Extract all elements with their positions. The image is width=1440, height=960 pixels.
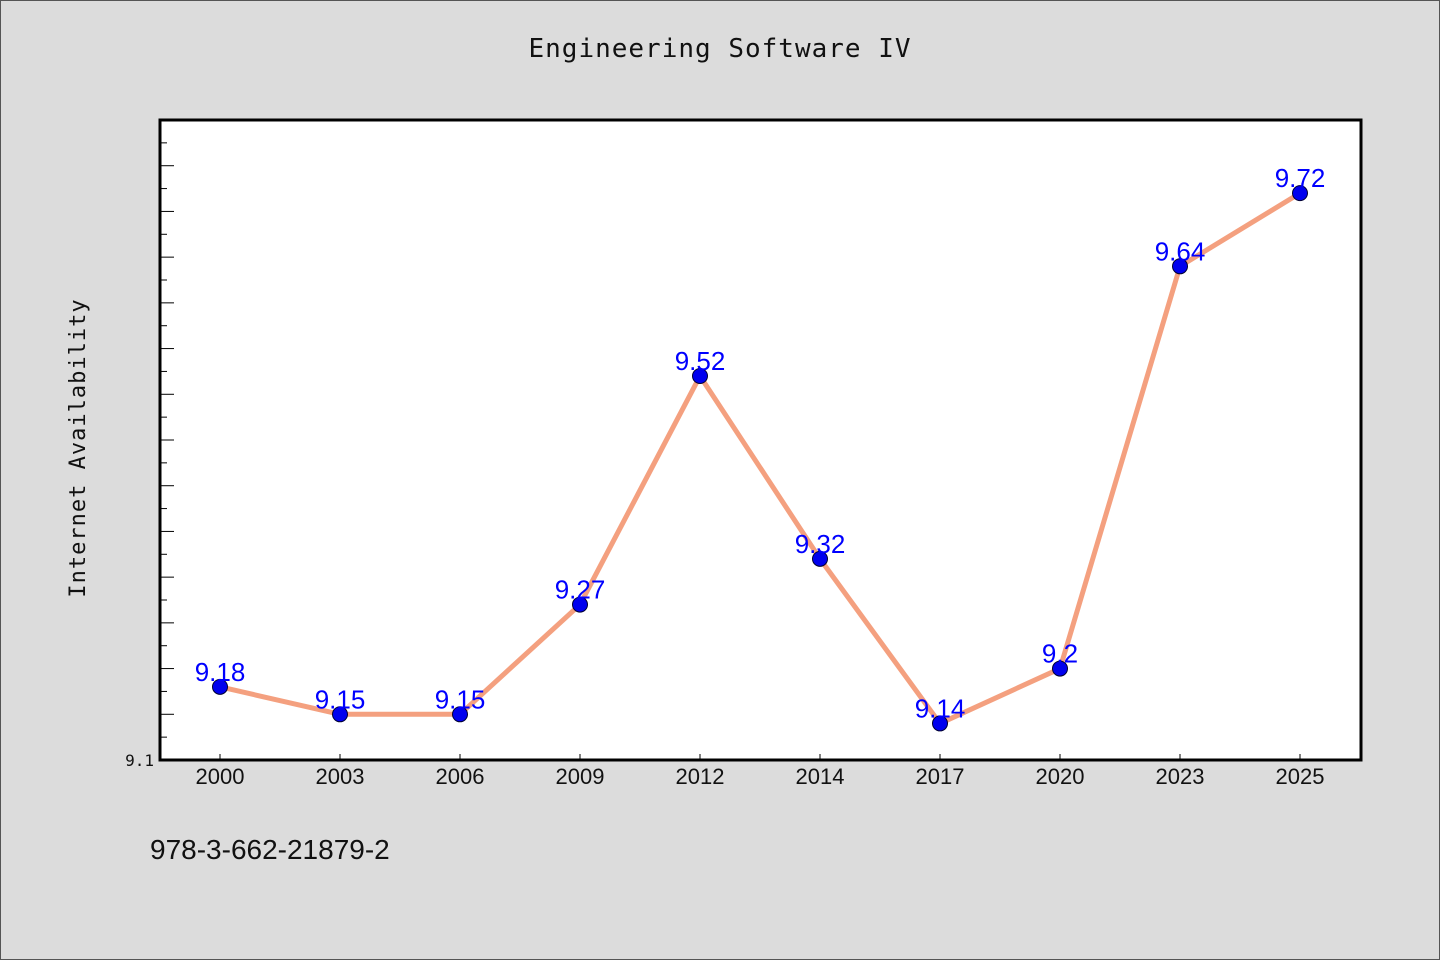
series-markers [212,185,1308,732]
series-line [219,191,1302,726]
isbn-code: 978-3-662-21879-2 [150,834,390,865]
data-label-2017: 9.14 [915,693,966,723]
x-tick-label: 2006 [436,764,485,789]
data-point-2014 [812,550,828,567]
x-tick-label: 2012 [676,764,725,789]
data-point-2025 [1292,185,1308,202]
data-label-2006: 9.15 [435,684,486,714]
data-label-2012: 9.52 [675,346,726,376]
chart-title: Engineering Software IV [528,34,912,64]
x-tick-label: 2003 [316,764,365,789]
data-label-2003: 9.15 [315,684,366,714]
data-point-2000 [212,678,228,695]
data-label-2014: 9.32 [795,529,846,559]
data-point-2023 [1172,258,1188,275]
data-label-2025: 9.72 [1275,163,1326,193]
data-point-2012 [692,368,708,384]
x-tick-label: 2023 [1156,764,1205,789]
data-label-2023: 9.64 [1155,236,1206,266]
x-tick-label: 2014 [796,764,845,789]
y-axis-ticks: 9.1 [125,142,174,770]
x-tick-label: 2009 [556,764,605,789]
data-labels: 9.18 9.15 9.15 9.27 9.52 9.32 9.14 9.2 9.64 9.72 [195,163,1326,723]
x-axis-ticks: 2000 2003 2006 2009 2012 2014 2017 2020 2023 2025 [196,754,1325,789]
plot-area [158,118,1363,762]
data-label-2000: 9.18 [195,657,246,687]
x-tick-label: 2020 [1036,764,1085,789]
x-tick-label: 2025 [1276,764,1325,789]
y-axis-label: Internet Availability [66,298,91,597]
x-tick-label: 2000 [196,764,245,789]
data-point-2003 [332,706,348,723]
data-point-2017 [932,715,948,732]
y-tick-label: 9.1 [125,751,154,770]
x-tick-label: 2017 [916,764,965,789]
data-point-2020 [1052,660,1068,677]
data-label-2009: 9.27 [555,575,606,605]
data-point-2009 [572,596,588,613]
data-point-2006 [452,706,468,723]
data-label-2020: 9.2 [1042,639,1078,669]
